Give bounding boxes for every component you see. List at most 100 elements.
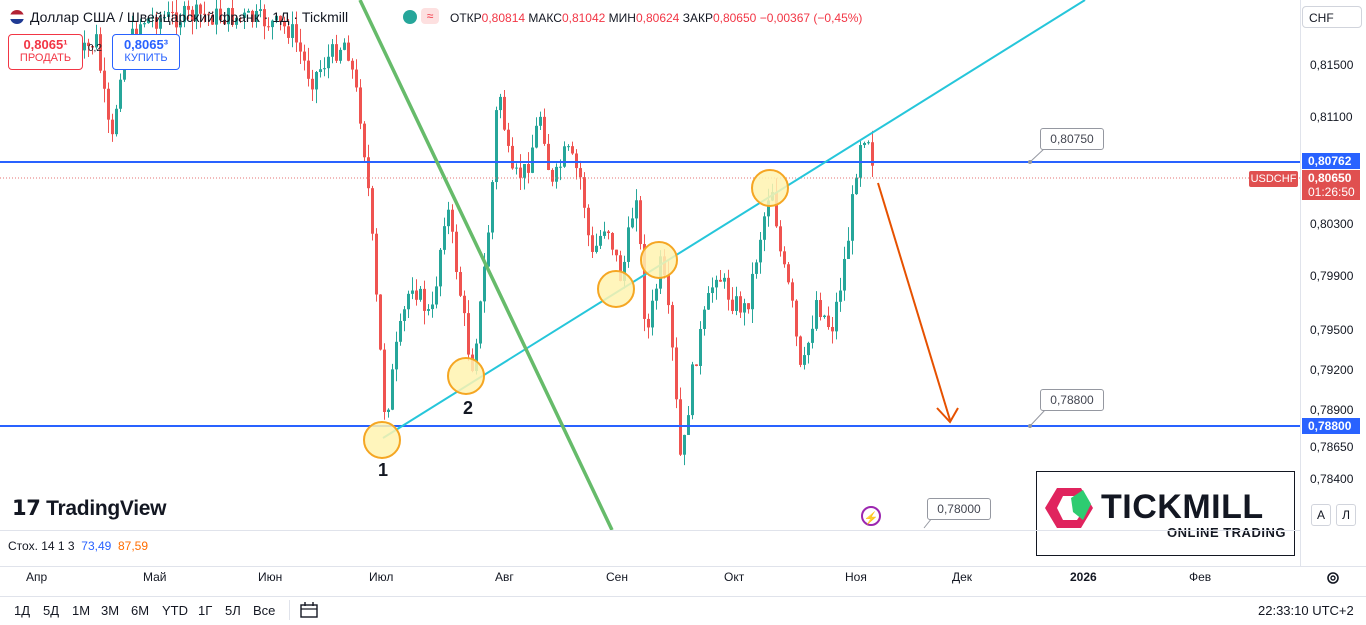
lightning-icon[interactable]: ⚡ xyxy=(861,506,881,526)
candle-body xyxy=(827,315,830,328)
stochastic-legend[interactable]: Стох. 14 1 3 73,49 87,59 xyxy=(8,539,148,553)
projection-arrow[interactable] xyxy=(877,182,951,421)
time-axis-line xyxy=(0,566,1366,567)
candle-body xyxy=(639,200,642,245)
candle-body xyxy=(231,8,234,25)
candle-body xyxy=(511,145,514,169)
tickmill-name: TICKMILL xyxy=(1101,488,1264,526)
falling-trendline[interactable] xyxy=(358,0,614,531)
candle-body xyxy=(747,303,750,310)
candle-body xyxy=(735,296,738,311)
candle-body xyxy=(871,142,874,166)
low-value: 0,80624 xyxy=(635,11,680,25)
price-tick: 0,80300 xyxy=(1310,217,1354,231)
callout-target[interactable]: 0,78000 xyxy=(927,498,991,520)
candle-body xyxy=(719,279,722,282)
candle-body xyxy=(503,96,506,130)
period-3m[interactable]: 3М xyxy=(101,603,120,618)
buy-button[interactable]: 0,8065³ КУПИТЬ xyxy=(112,34,180,70)
candle-body xyxy=(391,369,394,410)
candle-body xyxy=(315,72,318,90)
candle-body xyxy=(287,26,290,38)
callout-support[interactable]: 0,78800 xyxy=(1040,389,1104,411)
period-1d[interactable]: 1Д xyxy=(14,603,31,618)
currency-selector[interactable]: CHF xyxy=(1302,6,1362,28)
candle-body xyxy=(515,167,518,169)
callout-anchor-2 xyxy=(1028,424,1032,428)
close-value: 0,80650 xyxy=(712,11,757,25)
candle-body xyxy=(583,177,586,208)
candle-body xyxy=(407,293,410,310)
utc-clock[interactable]: 22:33:10 UTC+2 xyxy=(1258,603,1354,618)
candle-body xyxy=(831,327,834,332)
date-range-icon[interactable] xyxy=(299,601,319,619)
candle-body xyxy=(767,200,770,217)
candle-body xyxy=(431,304,434,310)
candle-body xyxy=(811,328,814,343)
candle-body xyxy=(555,166,558,182)
candle-body xyxy=(423,288,426,311)
candle-body xyxy=(571,146,574,154)
support-price-tag[interactable]: 0,78800 xyxy=(1302,418,1360,434)
candle-body xyxy=(679,399,682,455)
log-scale-button[interactable]: Л xyxy=(1336,504,1356,526)
point-label-2: 2 xyxy=(463,398,474,418)
candle-body xyxy=(483,266,486,302)
time-label: Окт xyxy=(724,570,745,584)
high-label: МАКС xyxy=(528,11,562,25)
candle-body xyxy=(579,168,582,178)
candle-body xyxy=(635,200,638,219)
candle-body xyxy=(235,17,238,25)
candle-body xyxy=(551,169,554,182)
resistance-price-tag[interactable]: 0,80762 xyxy=(1302,153,1360,169)
candle-body xyxy=(171,11,174,13)
period-all[interactable]: Все xyxy=(253,603,276,618)
period-ytd[interactable]: YTD xyxy=(162,603,188,618)
stoch-d-value: 87,59 xyxy=(117,539,149,553)
candle-body xyxy=(251,10,254,22)
auto-scale-button[interactable]: A xyxy=(1311,504,1331,526)
settings-gear-icon[interactable] xyxy=(1325,570,1341,586)
callout-resistance[interactable]: 0,80750 xyxy=(1040,128,1104,150)
data-status-icon[interactable]: ≈ xyxy=(421,8,439,24)
touch-circle-5 xyxy=(751,169,789,207)
period-5y[interactable]: 5Л xyxy=(225,603,241,618)
candle-body xyxy=(631,218,634,228)
symbol-title[interactable]: Доллар США / Швейцарский франк · 1Д · Ti… xyxy=(30,9,349,25)
period-1m[interactable]: 1М xyxy=(72,603,91,618)
candle-body xyxy=(367,157,370,189)
tradingview-mark-icon: 𝟭𝟳 xyxy=(12,497,41,520)
candle-body xyxy=(683,434,686,455)
candle-body xyxy=(159,18,162,29)
ohlc-readout: ОТКР0,80814 МАКС0,81042 МИН0,80624 ЗАКР0… xyxy=(450,11,862,25)
candle-body xyxy=(135,28,138,39)
candle-body xyxy=(387,409,390,412)
candle-body xyxy=(491,182,494,233)
touch-circle-3 xyxy=(597,270,635,308)
candle-body xyxy=(815,300,818,329)
candle-body xyxy=(435,286,438,305)
candle-body xyxy=(495,110,498,183)
rising-trendline[interactable] xyxy=(382,0,1086,439)
candle-body xyxy=(383,349,386,412)
high-value: 0,81042 xyxy=(561,11,606,25)
period-1y[interactable]: 1Г xyxy=(198,603,213,618)
candle-body xyxy=(275,15,278,21)
period-6m[interactable]: 6М xyxy=(131,603,150,618)
candle-body xyxy=(803,355,806,365)
candle-body xyxy=(451,209,454,232)
period-5d[interactable]: 5Д xyxy=(43,603,60,618)
candle-body xyxy=(779,226,782,252)
sell-button[interactable]: 0,8065¹ ПРОДАТЬ xyxy=(8,34,83,70)
touch-circle-4 xyxy=(640,241,678,279)
candle-body xyxy=(411,290,414,294)
indicator-pane-separator[interactable] xyxy=(0,530,1300,531)
symbol-tag: USDCHF xyxy=(1249,171,1298,187)
candle-body xyxy=(291,24,294,38)
time-label: Май xyxy=(143,570,167,584)
candle-body xyxy=(307,60,310,79)
candle-body xyxy=(539,116,542,126)
time-label: Июл xyxy=(369,570,394,584)
candle-body xyxy=(87,42,90,47)
